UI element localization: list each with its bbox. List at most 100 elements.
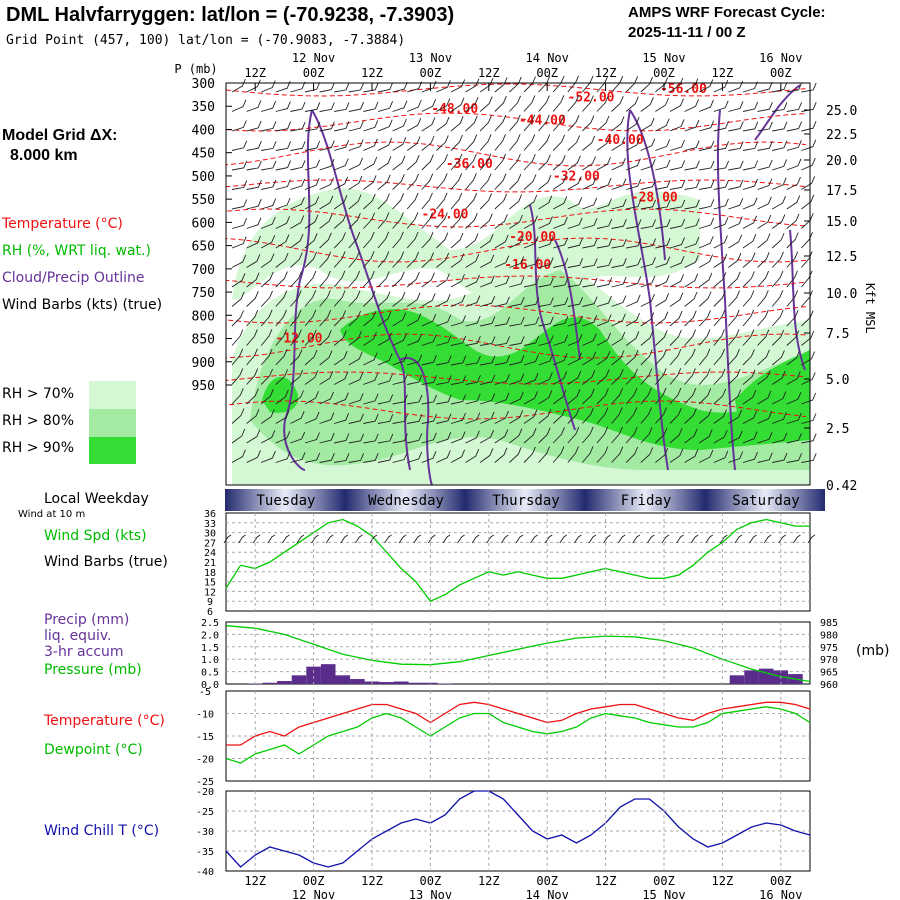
wind-chill-series xyxy=(225,790,811,868)
wind-barb xyxy=(640,330,654,346)
wind-barb xyxy=(334,392,349,405)
temperature-label-0: -52.00 xyxy=(568,91,615,106)
wind-barb xyxy=(728,101,744,112)
wind-barb xyxy=(363,270,375,288)
wind-barb xyxy=(786,102,803,112)
wind-barb xyxy=(771,350,785,366)
rh90-swatch xyxy=(89,437,136,464)
wind-barb xyxy=(552,95,565,112)
wind-barb xyxy=(582,177,597,190)
precip-bar xyxy=(320,664,336,684)
wind-barb xyxy=(290,215,305,229)
wind-barb xyxy=(290,81,306,93)
surface-wind-barb xyxy=(574,534,582,544)
surface-wind-barb xyxy=(355,534,363,544)
surface-wind-barb xyxy=(252,534,261,544)
wind-barb xyxy=(786,251,799,268)
wind-barb xyxy=(538,277,554,288)
wind-barb xyxy=(450,153,463,171)
wind-barb xyxy=(290,252,303,268)
precip-panel-frame xyxy=(225,621,811,685)
wind-barb xyxy=(757,411,773,424)
wind-barb xyxy=(436,413,452,424)
wind-barb xyxy=(596,295,612,307)
wind-barb xyxy=(348,101,365,112)
wind-barb xyxy=(684,199,700,210)
wind-barb xyxy=(246,235,261,249)
bottom-date-tick: 15 Nov xyxy=(642,888,685,900)
wind-barb xyxy=(450,375,467,385)
wind-barb xyxy=(728,348,740,366)
wind-barb xyxy=(596,157,611,171)
wind-barb xyxy=(479,193,493,210)
wind-barb xyxy=(640,179,656,190)
wind-barb xyxy=(742,178,758,190)
bottom-hour-tick: 00Z xyxy=(653,874,675,888)
wind-barb xyxy=(260,253,275,268)
wind-barb xyxy=(625,117,640,132)
wind-barb xyxy=(465,78,480,93)
wind-barb xyxy=(260,409,275,424)
wind-barb xyxy=(625,96,639,112)
wind-barb xyxy=(377,433,394,444)
wind-barb xyxy=(655,77,669,93)
wind-barb xyxy=(786,176,801,190)
wind-barb xyxy=(275,451,291,463)
wind-barb xyxy=(246,198,262,210)
wind-barb xyxy=(611,178,627,190)
wind-barb xyxy=(246,140,262,151)
wind-barb xyxy=(742,390,757,405)
rh90-region-east xyxy=(735,350,810,430)
wind-barb xyxy=(494,392,510,405)
page-title: DML Halvfarryggen: lat/lon = (-70.9238, … xyxy=(6,4,455,26)
wind-barb xyxy=(655,118,670,132)
wind-barb xyxy=(231,180,248,190)
wind-barb xyxy=(640,312,655,327)
pressure-tick-400: 400 xyxy=(192,123,215,138)
wind-barb xyxy=(786,392,802,405)
wind-barb xyxy=(319,214,333,229)
wind-barb xyxy=(699,180,715,190)
pressure-tick-850: 850 xyxy=(192,333,215,348)
wind-barb xyxy=(669,119,685,132)
wind-barb xyxy=(392,251,405,268)
wind-barb xyxy=(626,179,642,190)
wind-barb xyxy=(348,157,364,171)
wind-barb xyxy=(771,290,784,307)
wind-barb xyxy=(553,237,569,249)
wind-barb xyxy=(669,310,683,327)
precip-bar xyxy=(262,682,278,684)
wind-barb xyxy=(261,179,277,190)
wind-barb xyxy=(582,407,594,424)
wind-barb xyxy=(363,433,379,444)
wind-barb xyxy=(348,120,364,132)
wind-barb xyxy=(538,154,551,171)
wind-barb xyxy=(611,369,624,385)
top-hour-tick: 12Z xyxy=(478,66,500,80)
wind-barb xyxy=(436,173,448,190)
precip-legend-1: Precip (mm) xyxy=(44,612,130,628)
wind-barb xyxy=(363,290,376,307)
wind-barb xyxy=(567,217,583,229)
wind-barb xyxy=(333,251,346,268)
wind-barb xyxy=(582,115,595,132)
wind-barb xyxy=(669,407,682,424)
wind-barb xyxy=(392,374,408,385)
wind-barb xyxy=(246,217,262,229)
wind-barb xyxy=(290,452,306,463)
wind-barb xyxy=(742,349,755,366)
wind-barb xyxy=(699,160,715,171)
wind-barb xyxy=(728,160,744,171)
wind-barb xyxy=(436,335,452,346)
wind-barb xyxy=(552,408,566,424)
wind-barb xyxy=(246,388,259,405)
wind-barb xyxy=(582,370,596,385)
wind-barb xyxy=(275,431,291,444)
wind-barbs-legend: Wind Barbs (true) xyxy=(44,554,168,570)
wind-barb xyxy=(713,100,729,112)
wind-barb xyxy=(713,160,730,171)
wind-barb xyxy=(699,217,715,229)
wind-barb xyxy=(552,155,566,171)
wind-barb xyxy=(231,218,248,229)
wind-barb xyxy=(348,413,364,424)
